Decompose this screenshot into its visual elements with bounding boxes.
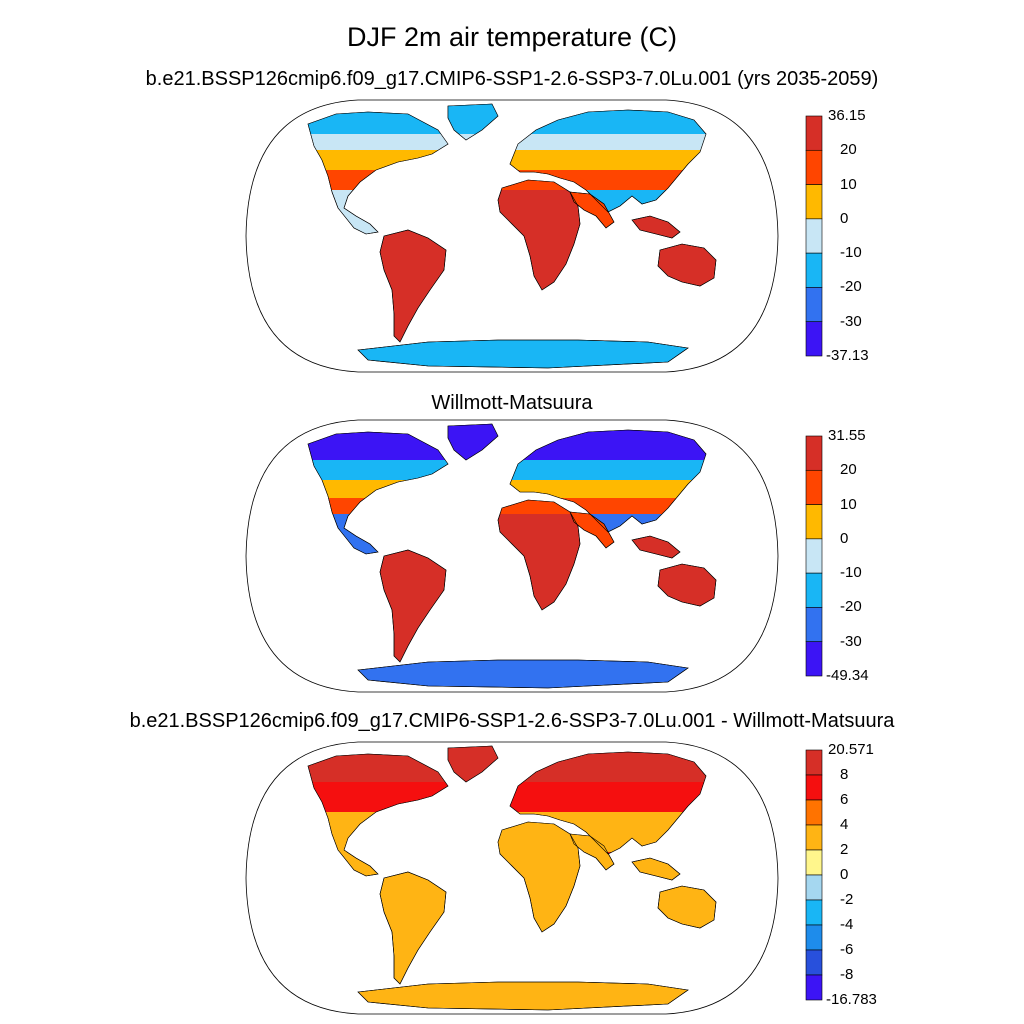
colorbar-tick-label: 20 (840, 141, 857, 159)
coastline (447, 745, 499, 783)
colorbar-swatch (805, 252, 823, 288)
colorbar-tick-label: -30 (840, 632, 862, 650)
colorbar-tick-label: -2 (840, 891, 854, 908)
colorbar-swatch (805, 924, 823, 951)
colorbar-swatch (805, 874, 823, 901)
colorbar-swatch (805, 287, 823, 323)
colorbar-swatch (805, 184, 823, 220)
colorbar-tick-label: -49.34 (826, 667, 869, 684)
coastline (509, 109, 707, 213)
colorbar-tick-label: -10 (840, 564, 862, 582)
coastline (307, 753, 449, 877)
coastline (379, 229, 447, 343)
coastline (447, 423, 499, 461)
colorbar-tick-label: 10 (840, 495, 857, 513)
colorbar-swatch (805, 538, 823, 574)
colorbar-tick-label: -37.13 (826, 347, 869, 364)
colorbar-swatch (805, 504, 823, 540)
colorbar-tick-label: 0 (840, 209, 849, 227)
colorbar-swatch (805, 641, 823, 677)
coastline (497, 821, 581, 933)
colorbar-swatch (805, 321, 823, 357)
colorbar-tick-label: -4 (840, 916, 854, 933)
colorbar-swatch (805, 218, 823, 254)
colorbar-swatch (805, 435, 823, 471)
colorbar-1 (805, 115, 823, 357)
coastline (307, 431, 449, 555)
colorbar-swatch (805, 974, 823, 1001)
colorbar-tick-label: 10 (840, 175, 857, 193)
colorbar-tick-label: 20.571 (828, 741, 874, 758)
colorbar-swatch (805, 607, 823, 643)
colorbar-tick-label: -30 (840, 312, 862, 330)
figure-title: DJF 2m air temperature (C) (346, 22, 678, 52)
panel-3-title: b.e21.BSSP126cmip6.f09_g17.CMIP6-SSP1-2.… (129, 710, 895, 732)
coastline (447, 103, 499, 141)
map-panel-2 (245, 419, 779, 693)
colorbar-tick-label: -6 (840, 941, 854, 958)
colorbar-tick-label: -16.783 (826, 991, 877, 1008)
coastline (379, 549, 447, 663)
coastline (657, 243, 717, 287)
coastline (631, 535, 681, 559)
colorbar-swatch (805, 849, 823, 876)
map-panel-3 (245, 741, 779, 1015)
colorbar-tick-label: 20 (840, 461, 857, 479)
coastline (631, 215, 681, 239)
colorbar-tick-label: 0 (840, 529, 849, 547)
colorbar-tick-label: 0 (840, 866, 849, 883)
colorbar-tick-label: -20 (840, 598, 862, 616)
colorbar-swatch (805, 469, 823, 505)
coastline (631, 857, 681, 881)
coastline (357, 981, 689, 1011)
panel-1-title: b.e21.BSSP126cmip6.f09_g17.CMIP6-SSP1-2.… (145, 68, 879, 90)
coastline (379, 871, 447, 985)
colorbar-tick-label: 4 (840, 816, 849, 833)
colorbar-2 (805, 435, 823, 677)
colorbar-swatch (805, 824, 823, 851)
colorbar-tick-label: 36.15 (828, 107, 866, 124)
coastline (657, 885, 717, 929)
coastline (497, 179, 581, 291)
colorbar-swatch (805, 774, 823, 801)
coastline (569, 833, 615, 871)
map-panel-1 (245, 99, 779, 373)
colorbar-swatch (805, 949, 823, 976)
colorbar-swatch (805, 799, 823, 826)
colorbar-tick-label: -8 (840, 966, 854, 983)
colorbar-swatch (805, 115, 823, 151)
coastline (569, 511, 615, 549)
colorbar-tick-label: 6 (840, 791, 849, 808)
colorbar-3 (805, 749, 823, 1001)
colorbar-tick-label: -20 (840, 278, 862, 296)
colorbar-swatch (805, 899, 823, 926)
coastline (509, 751, 707, 855)
colorbar-tick-label: -10 (840, 244, 862, 262)
coastlines (307, 103, 717, 369)
colorbar-swatch (805, 749, 823, 776)
coastline (307, 111, 449, 235)
coastline (509, 429, 707, 533)
panel-2-title: Willmott-Matsuura (431, 392, 593, 414)
coastline (497, 499, 581, 611)
coastline (569, 191, 615, 229)
colorbar-swatch (805, 572, 823, 608)
coastline (357, 339, 689, 369)
coastlines (307, 745, 717, 1011)
coastlines (307, 423, 717, 689)
colorbar-tick-label: 8 (840, 766, 849, 783)
coastline (657, 563, 717, 607)
colorbar-tick-label: 31.55 (828, 427, 866, 444)
colorbar-tick-label: 2 (840, 841, 849, 858)
colorbar-swatch (805, 149, 823, 185)
coastline (357, 659, 689, 689)
